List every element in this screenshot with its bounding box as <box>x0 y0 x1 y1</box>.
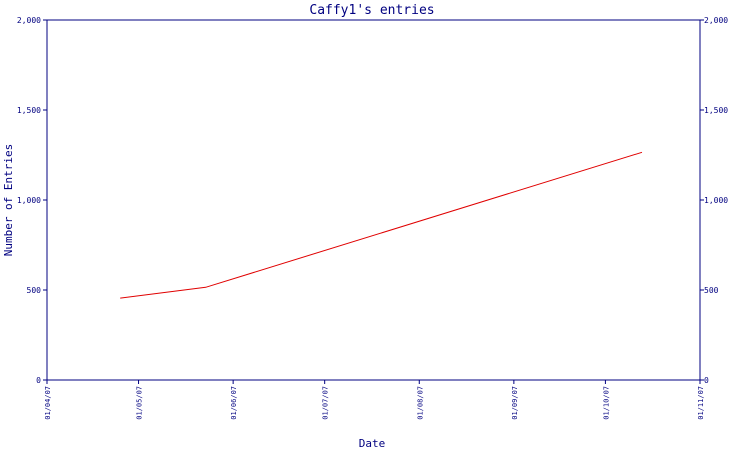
x-axis-label: Date <box>359 437 386 450</box>
y-tick-label-left: 2,000 <box>17 16 41 25</box>
y-axis-label: Number of Entries <box>2 144 15 257</box>
y-tick-label-right: 500 <box>704 286 719 295</box>
y-tick-label-right: 2,000 <box>704 16 728 25</box>
x-tick-label: 01/04/07 <box>44 386 52 420</box>
x-tick-label: 01/07/07 <box>322 386 330 420</box>
y-tick-label-left: 1,500 <box>17 106 41 115</box>
y-tick-label-right: 1,000 <box>704 196 728 205</box>
y-tick-label-left: 0 <box>36 376 41 385</box>
y-tick-label-left: 500 <box>27 286 42 295</box>
x-tick-label: 01/08/07 <box>416 386 424 420</box>
series-line <box>120 151 643 299</box>
chart-title: Caffy1's entries <box>309 3 434 18</box>
x-tick-label: 01/05/07 <box>136 386 144 420</box>
y-tick-label-right: 1,500 <box>704 106 728 115</box>
plot-frame <box>46 19 701 381</box>
x-tick-label: 01/09/07 <box>511 386 519 420</box>
x-tick-label: 01/11/07 <box>697 386 705 420</box>
x-tick-label: 01/10/07 <box>602 386 610 420</box>
y-tick-label-left: 1,000 <box>17 196 41 205</box>
y-tick-label-right: 0 <box>704 376 709 385</box>
x-tick-label: 01/06/07 <box>230 386 238 420</box>
